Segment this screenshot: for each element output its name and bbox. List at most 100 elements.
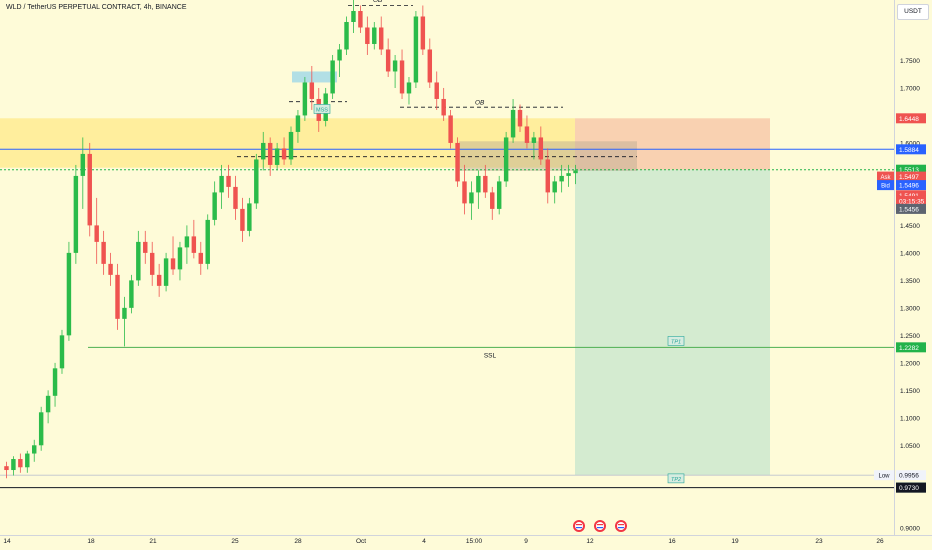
candle-body <box>4 466 9 471</box>
candle <box>254 153 259 209</box>
candle-body <box>434 82 439 99</box>
event-flag-stripe <box>597 527 603 529</box>
candle <box>566 164 571 187</box>
candle-body <box>531 137 537 143</box>
x-tick-label: 21 <box>149 538 157 545</box>
candle-body <box>87 153 92 226</box>
y-tick-label: 1.1000 <box>900 415 920 422</box>
candle <box>163 252 169 292</box>
mss-label: MSS <box>316 107 328 113</box>
y-tick-label: 1.4500 <box>900 223 920 230</box>
x-tick-label: 4 <box>422 538 426 545</box>
candle <box>156 263 162 297</box>
event-flag-stripe <box>618 527 624 529</box>
candle-body <box>101 241 106 264</box>
price-label-bg <box>896 203 926 214</box>
candle-body <box>115 274 120 319</box>
candle-body <box>25 453 30 468</box>
candle <box>94 197 99 264</box>
event-flag-stripe <box>597 524 603 526</box>
candle <box>462 164 467 215</box>
x-tick-label: 16 <box>668 538 676 545</box>
candle-body <box>274 148 280 165</box>
candle <box>184 225 190 264</box>
candle <box>191 219 197 259</box>
candle-body <box>330 60 335 94</box>
candle-body <box>483 175 488 193</box>
candle <box>510 98 516 143</box>
candle <box>11 456 16 476</box>
candle <box>274 142 280 171</box>
x-tick-label: 19 <box>731 538 739 545</box>
price-label-value: 1.5497 <box>899 174 919 181</box>
candle-body <box>378 27 384 50</box>
y-tick-label: 1.1500 <box>900 388 920 395</box>
candle <box>288 126 294 165</box>
candle-body <box>490 192 495 209</box>
candle-body <box>392 60 398 72</box>
candle-body <box>108 263 113 275</box>
chart-title: WLD / TetherUS PERPETUAL CONTRACT, 4h, B… <box>6 4 187 11</box>
candle <box>45 390 51 424</box>
candle <box>427 38 433 88</box>
y-tick-label: 1.6000 <box>900 140 920 147</box>
price-label-value: 1.2282 <box>899 345 919 352</box>
y-tick-label: 1.2500 <box>900 333 920 340</box>
candle-body <box>281 148 287 160</box>
candle-body <box>80 153 86 176</box>
tp1-tag-bg <box>667 336 685 346</box>
candle <box>434 71 439 110</box>
candle-body <box>295 115 301 132</box>
x-tick-label: 25 <box>231 538 239 545</box>
candle <box>378 16 384 55</box>
event-flag-inner <box>575 522 583 530</box>
candle <box>219 164 224 209</box>
candle <box>108 252 113 286</box>
ob-zone <box>0 118 575 168</box>
y-tick-label: 1.7000 <box>900 85 920 92</box>
candle <box>136 230 141 286</box>
candle-body <box>226 175 231 187</box>
candle <box>365 16 370 55</box>
candle-body <box>261 142 266 160</box>
candle <box>66 241 72 341</box>
candle <box>52 362 58 407</box>
price-label-value: 1.5513 <box>899 167 919 174</box>
candle <box>372 21 377 50</box>
ob-top-label: OB <box>373 0 383 4</box>
candle-body <box>149 252 155 275</box>
candle <box>531 131 537 160</box>
x-tick-label: 23 <box>815 538 823 545</box>
price-label-value: 1.5496 <box>899 183 919 190</box>
candle <box>476 170 481 209</box>
price-label-value: 03:15:35 <box>899 198 925 205</box>
candle-body <box>267 142 273 165</box>
ob-mid-label: OB <box>475 100 485 107</box>
candle <box>392 54 398 88</box>
candle <box>59 329 65 374</box>
candle <box>420 5 426 55</box>
stop-loss-zone <box>575 118 770 170</box>
price-label-value: 1.5456 <box>899 206 919 213</box>
candle <box>226 164 231 198</box>
candle-body <box>191 236 197 253</box>
candle-body <box>372 27 377 44</box>
candle-body <box>156 274 162 286</box>
price-label-group: Ask 1.5497 <box>877 171 926 182</box>
candle <box>129 274 134 314</box>
candle <box>4 461 9 479</box>
candle <box>545 148 550 204</box>
candle-body <box>233 186 238 209</box>
y-tick-label: 0.9000 <box>900 525 920 532</box>
candle-body <box>503 137 509 182</box>
currency-button[interactable]: USDT <box>897 4 929 20</box>
price-label-tag-bg <box>874 470 894 481</box>
tp1-label: TP1 <box>671 339 681 345</box>
candle <box>261 131 266 171</box>
event-flag-inner <box>617 522 625 530</box>
price-label-tag: Low <box>878 474 890 480</box>
price-label-bg <box>896 113 926 124</box>
price-label-value: 0.9956 <box>899 473 919 480</box>
candle-body <box>11 459 16 471</box>
